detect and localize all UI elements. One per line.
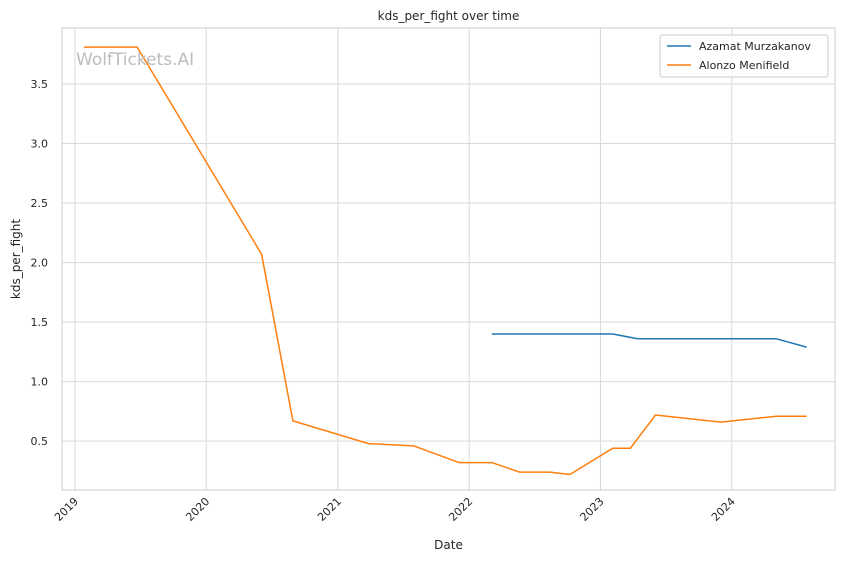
legend-box xyxy=(659,34,829,78)
y-tick-label: 1.0 xyxy=(31,376,49,389)
y-axis-ticks: 0.5 1.0 1.5 2.0 2.5 3.0 3.5 xyxy=(31,78,49,448)
legend-entry: Alonzo Menifield xyxy=(699,59,789,72)
x-axis-ticks: 2019 2020 2021 2022 2023 2024 xyxy=(52,495,738,524)
series-line-1 xyxy=(83,46,807,476)
watermark: WolfTickets.AI xyxy=(76,50,194,70)
legend-entry: Azamat Murzakanov xyxy=(699,40,811,53)
x-tick-label: 2019 xyxy=(52,495,81,524)
plot-frame xyxy=(61,27,836,491)
x-tick-label: 2020 xyxy=(183,495,212,524)
y-tick-label: 2.5 xyxy=(31,197,49,210)
grid xyxy=(62,28,835,490)
y-tick-label: 3.0 xyxy=(31,138,49,151)
y-tick-label: 0.5 xyxy=(31,435,49,448)
x-tick-label: 2024 xyxy=(709,495,738,524)
x-tick-label: 2023 xyxy=(578,495,607,524)
y-tick-label: 3.5 xyxy=(31,78,49,91)
chart-title: kds_per_fight over time xyxy=(378,9,520,23)
y-axis-title: kds_per_fight xyxy=(9,219,23,300)
x-axis-title: Date xyxy=(434,538,463,552)
x-tick-label: 2022 xyxy=(446,495,475,524)
y-tick-label: 2.0 xyxy=(31,257,49,270)
series-lines xyxy=(83,46,807,476)
x-tick-label: 2021 xyxy=(315,495,344,524)
y-tick-label: 1.5 xyxy=(31,316,49,329)
series-line-0 xyxy=(491,333,807,348)
legend: Azamat Murzakanov Alonzo Menifield xyxy=(659,34,829,78)
